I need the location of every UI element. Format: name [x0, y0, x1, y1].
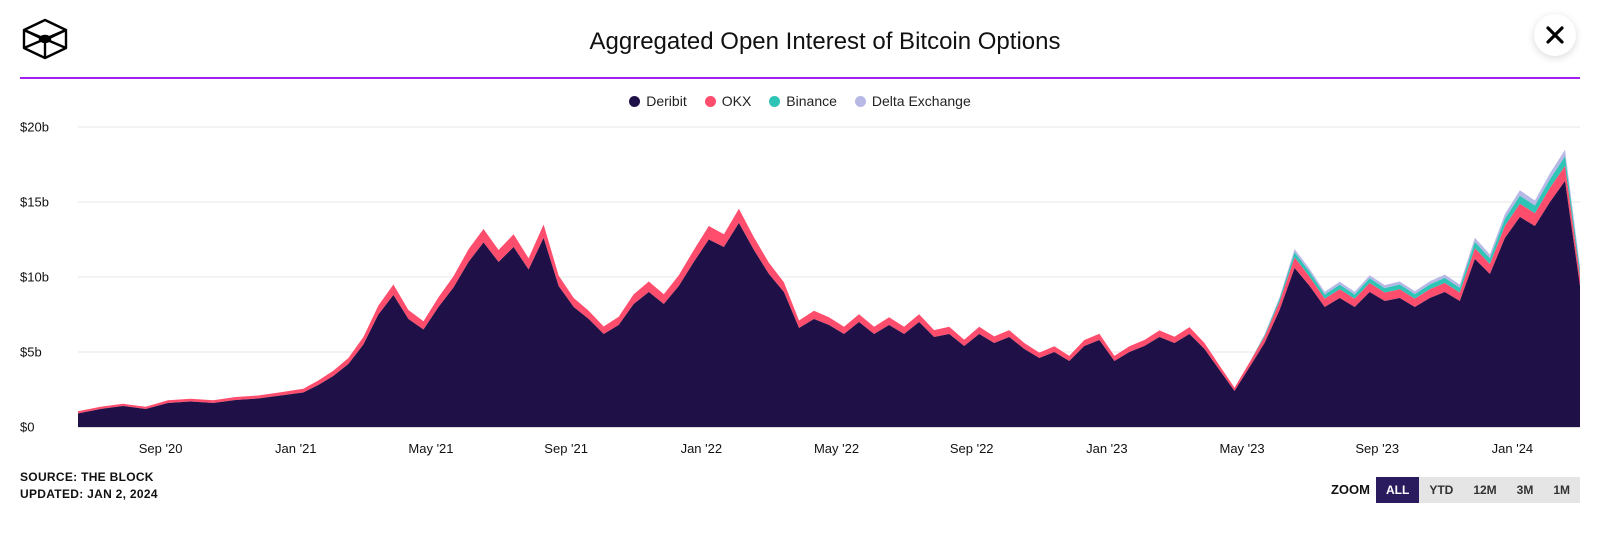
zoom-button-ytd[interactable]: YTD [1419, 477, 1463, 503]
x-axis-label: Sep '21 [544, 441, 588, 456]
source-label: SOURCE: THE BLOCK [20, 469, 158, 486]
y-axis-label: $5b [20, 345, 42, 360]
legend-swatch [629, 96, 640, 107]
legend: Deribit OKX Binance Delta Exchange [0, 87, 1600, 117]
x-axis-label: Sep '23 [1355, 441, 1399, 456]
x-axis-labels: Sep '20 Jan '21 May '21 Sep '21 Jan '22 May '… [20, 441, 1580, 461]
title-divider [20, 77, 1580, 79]
y-axis-label: $20b [20, 120, 49, 135]
legend-label: Binance [786, 93, 837, 109]
legend-item[interactable]: OKX [705, 93, 752, 109]
x-axis-label: Jan '22 [681, 441, 723, 456]
zoom-controls: ZOOM ALLYTD12M3M1M [1331, 477, 1580, 503]
legend-swatch [705, 96, 716, 107]
logo-icon [20, 18, 70, 65]
close-icon [1545, 25, 1565, 45]
x-axis-label: Jan '21 [275, 441, 317, 456]
x-axis-label: Jan '24 [1492, 441, 1534, 456]
x-axis-label: May '21 [408, 441, 453, 456]
chart-meta: SOURCE: THE BLOCK UPDATED: JAN 2, 2024 [20, 469, 158, 503]
close-button[interactable] [1534, 14, 1576, 56]
legend-item[interactable]: Binance [769, 93, 837, 109]
chart-title: Aggregated Open Interest of Bitcoin Opti… [70, 28, 1580, 56]
legend-item[interactable]: Deribit [629, 93, 686, 109]
x-axis-label: Sep '22 [950, 441, 994, 456]
updated-label: UPDATED: JAN 2, 2024 [20, 486, 158, 503]
legend-swatch [769, 96, 780, 107]
legend-swatch [855, 96, 866, 107]
chart-area[interactable]: $0 $5b $10b $15b $20b [20, 117, 1580, 437]
zoom-button-1m[interactable]: 1M [1543, 477, 1580, 503]
legend-label: Deribit [646, 93, 686, 109]
x-axis-label: Jan '23 [1086, 441, 1128, 456]
legend-item[interactable]: Delta Exchange [855, 93, 971, 109]
legend-label: OKX [722, 93, 752, 109]
y-axis-label: $15b [20, 195, 49, 210]
x-axis-label: May '22 [814, 441, 859, 456]
legend-label: Delta Exchange [872, 93, 971, 109]
zoom-label: ZOOM [1331, 482, 1370, 497]
zoom-button-3m[interactable]: 3M [1507, 477, 1544, 503]
y-axis-label: $10b [20, 270, 49, 285]
y-axis-label: $0 [20, 420, 34, 435]
zoom-button-12m[interactable]: 12M [1463, 477, 1506, 503]
x-axis-label: Sep '20 [139, 441, 183, 456]
zoom-button-all[interactable]: ALL [1376, 477, 1419, 503]
x-axis-label: May '23 [1219, 441, 1264, 456]
